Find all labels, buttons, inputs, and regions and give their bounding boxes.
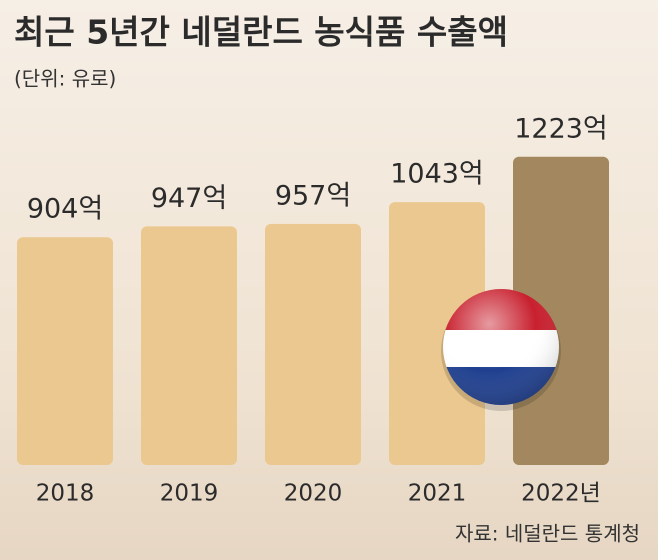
flag-ball [441, 289, 561, 411]
bar [265, 223, 361, 465]
x-tick-label: 2022년 [521, 481, 601, 507]
chart-title: 최근 5년간 네덜란드 농식품 수출액 [14, 13, 508, 52]
bar [389, 202, 485, 465]
x-tick-label: 2019 [160, 481, 219, 507]
value-label: 947억 [151, 183, 227, 214]
value-label: 1223억 [514, 113, 608, 144]
bar [17, 237, 113, 465]
chart-subtitle: (단위: 유로) [14, 67, 116, 91]
x-tick-label: 2020 [284, 481, 343, 507]
value-label: 957억 [275, 180, 351, 211]
x-tick-label: 2021 [408, 481, 467, 507]
value-label: 1043억 [390, 159, 484, 190]
value-label: 904억 [27, 194, 103, 225]
source-note: 자료: 네덜란드 통계청 [455, 522, 640, 546]
bar [141, 226, 237, 465]
x-tick-label: 2018 [36, 481, 95, 507]
